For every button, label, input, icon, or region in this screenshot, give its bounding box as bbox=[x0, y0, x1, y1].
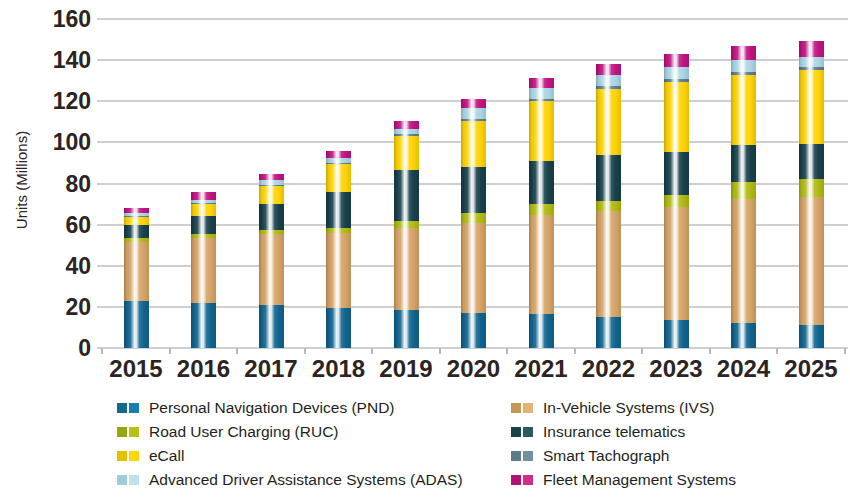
y-tick-label: 20 bbox=[19, 293, 91, 321]
bar-gloss-overlay bbox=[529, 78, 554, 348]
legend-item: eCall bbox=[117, 444, 463, 468]
legend-item: In-Vehicle Systems (IVS) bbox=[511, 396, 736, 420]
x-tick-label: 2025 bbox=[766, 355, 850, 383]
x-axis-tick bbox=[439, 348, 441, 354]
bar-gloss-overlay bbox=[596, 64, 621, 348]
y-tick-label: 160 bbox=[19, 5, 91, 33]
x-axis-tick bbox=[304, 348, 306, 354]
bar-gloss-overlay bbox=[731, 46, 756, 348]
legend-item: Road User Charging (RUC) bbox=[117, 420, 463, 444]
legend-swatch bbox=[511, 451, 533, 461]
x-axis-tick bbox=[506, 348, 508, 354]
bar-gloss-overlay bbox=[664, 54, 689, 348]
y-tick-label: 80 bbox=[19, 170, 91, 198]
legend-label: Road User Charging (RUC) bbox=[149, 423, 339, 441]
x-axis-tick bbox=[101, 348, 103, 354]
legend-column: Personal Navigation Devices (PND) Road Us… bbox=[117, 396, 463, 492]
y-tick-label: 120 bbox=[19, 87, 91, 115]
y-tick-label: 40 bbox=[19, 252, 91, 280]
legend-item: Advanced Driver Assistance Systems (ADAS… bbox=[117, 468, 463, 492]
x-axis-tick bbox=[709, 348, 711, 354]
gridline bbox=[97, 18, 848, 20]
bar-gloss-overlay bbox=[461, 99, 486, 348]
y-tick-label: 100 bbox=[19, 128, 91, 156]
legend-swatch bbox=[511, 403, 533, 413]
bar-gloss-overlay bbox=[799, 41, 824, 348]
legend-label: Personal Navigation Devices (PND) bbox=[149, 399, 395, 417]
legend-item: Fleet Management Systems bbox=[511, 468, 736, 492]
legend-item: Smart Tachograph bbox=[511, 444, 736, 468]
legend-swatch bbox=[117, 427, 139, 437]
bar-gloss-overlay bbox=[191, 192, 216, 348]
y-tick-label: 60 bbox=[19, 211, 91, 239]
x-axis-tick bbox=[236, 348, 238, 354]
legend-item: Personal Navigation Devices (PND) bbox=[117, 396, 463, 420]
stacked-bar-chart: Units (Millions) 02040608010012014016020… bbox=[0, 0, 850, 498]
legend-column: In-Vehicle Systems (IVS) Insurance telema… bbox=[511, 396, 736, 492]
x-axis-tick bbox=[776, 348, 778, 354]
legend-label: Smart Tachograph bbox=[543, 447, 669, 465]
legend-swatch bbox=[117, 403, 139, 413]
legend-label: Advanced Driver Assistance Systems (ADAS… bbox=[149, 471, 463, 489]
legend-label: Insurance telematics bbox=[543, 423, 685, 441]
legend-swatch bbox=[117, 475, 139, 485]
x-axis-tick bbox=[169, 348, 171, 354]
legend-item: Insurance telematics bbox=[511, 420, 736, 444]
legend-label: Fleet Management Systems bbox=[543, 471, 736, 489]
legend-swatch bbox=[511, 475, 533, 485]
x-axis-tick bbox=[641, 348, 643, 354]
legend-label: In-Vehicle Systems (IVS) bbox=[543, 399, 714, 417]
y-tick-label: 0 bbox=[19, 334, 91, 362]
legend-swatch bbox=[117, 451, 139, 461]
legend-swatch bbox=[511, 427, 533, 437]
x-axis-tick bbox=[371, 348, 373, 354]
bar-gloss-overlay bbox=[124, 208, 149, 348]
bar-gloss-overlay bbox=[259, 174, 284, 348]
x-axis-tick bbox=[574, 348, 576, 354]
y-tick-label: 140 bbox=[19, 46, 91, 74]
bar-gloss-overlay bbox=[394, 121, 419, 348]
bar-gloss-overlay bbox=[326, 151, 351, 348]
x-axis-tick bbox=[844, 348, 846, 354]
legend-label: eCall bbox=[149, 447, 184, 465]
